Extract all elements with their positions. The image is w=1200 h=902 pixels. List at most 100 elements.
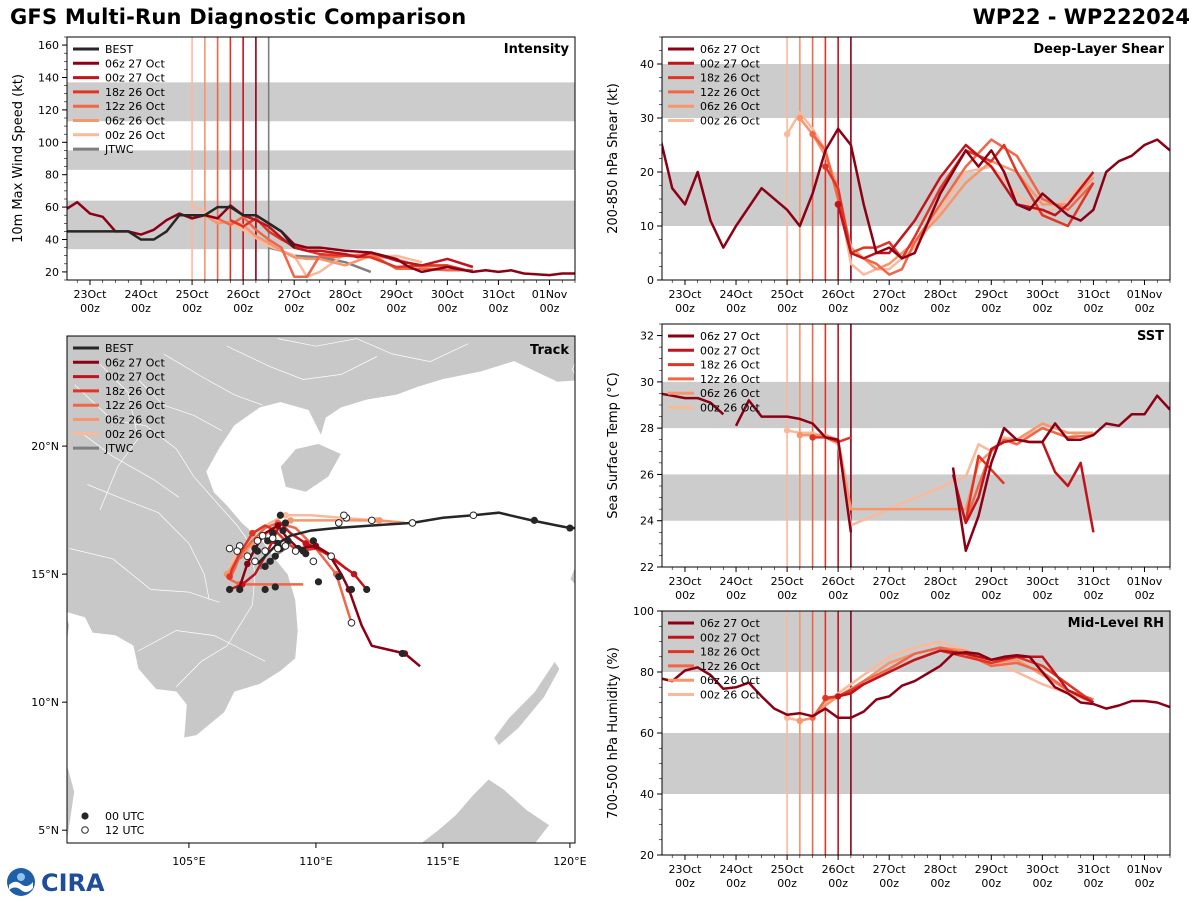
- sst-ytick-label: 26: [640, 468, 654, 481]
- intensity-xtick-label: 01Nov: [532, 288, 568, 301]
- shear-series-00z-27-Oct: [836, 143, 1095, 260]
- marker-00utc: [566, 524, 574, 532]
- malay-peninsula-shape: [67, 615, 76, 843]
- sst-xtick-label: 25Oct: [771, 575, 805, 588]
- sst-ytick-label: 30: [640, 376, 654, 389]
- sst-ytick-label: 22: [640, 561, 654, 574]
- shear-legend-label: 06z 27 Oct: [700, 43, 760, 56]
- intensity-ytick-label: 20: [45, 266, 59, 279]
- marker-00utc: [225, 585, 234, 594]
- intensity-legend-label: JTWC: [104, 143, 134, 156]
- shear-series-06z-27-Oct: [662, 127, 1170, 260]
- sst-xtick-sublabel: 00z: [726, 589, 746, 602]
- shear-xtick-label: 26Oct: [822, 288, 856, 301]
- intensity-band: [67, 82, 575, 122]
- sst-ytick-label: 24: [640, 515, 654, 528]
- marker-12utc: [253, 537, 262, 545]
- rh-xtick-sublabel: 00z: [930, 877, 950, 890]
- shear-xtick-label: 30Oct: [1026, 288, 1060, 301]
- rh-xtick-label: 24Oct: [720, 863, 754, 876]
- intensity-ytick-label: 80: [45, 169, 59, 182]
- shear-init-marker: [796, 114, 804, 122]
- rh-ytick-label: 80: [640, 666, 654, 679]
- rh-legend-label: 00z 26 Oct: [700, 689, 760, 702]
- marker-12utc: [347, 618, 356, 627]
- sst-series-06z-27-Oct: [662, 392, 725, 416]
- sst-xtick-sublabel: 00z: [777, 589, 797, 602]
- marker-12utc: [340, 511, 348, 520]
- rh-ytick-label: 60: [640, 727, 654, 740]
- track-xtick-label: 115°E: [426, 855, 459, 868]
- marker-12utc: [251, 557, 259, 566]
- marker-12utc: [281, 542, 290, 550]
- intensity-ytick-label: 40: [45, 234, 59, 247]
- track-map-area: [67, 336, 575, 843]
- sst-xtick-sublabel: 00z: [828, 589, 848, 602]
- track-ytick-label: 5°N: [38, 824, 59, 837]
- shear-legend-label: 00z 27 Oct: [700, 57, 760, 70]
- rh-series-06z-27-Oct: [662, 650, 1170, 720]
- sst-panel: 22242628303223Oct00z24Oct00z25Oct00z26Oc…: [606, 323, 1171, 602]
- marker-00utc: [363, 585, 371, 594]
- track-legend-label: 00z 27 Oct: [105, 371, 165, 384]
- rh-xtick-label: 23Oct: [668, 863, 702, 876]
- intensity-band: [67, 150, 575, 170]
- shear-xtick-sublabel: 00z: [777, 302, 797, 315]
- shear-xtick-sublabel: 00z: [1032, 302, 1052, 315]
- track-ytick-label: 10°N: [31, 696, 59, 709]
- palawan-shape: [493, 660, 561, 747]
- rh-xtick-label: 30Oct: [1026, 863, 1060, 876]
- sst-ytick-label: 28: [640, 422, 654, 435]
- marker-00utc: [398, 649, 406, 658]
- sst-xtick-label: 24Oct: [720, 575, 754, 588]
- shear-legend-label: 18z 26 Oct: [700, 72, 760, 85]
- rh-band: [662, 611, 1170, 672]
- sst-xtick-sublabel: 00z: [879, 589, 899, 602]
- marker-00utc: [271, 583, 279, 591]
- rh-init-marker: [822, 694, 829, 702]
- track-legend-label: 06z 27 Oct: [105, 356, 165, 369]
- rh-panel: 2040608010023Oct00z24Oct00z25Oct00z26Oct…: [606, 605, 1171, 890]
- sst-xtick-sublabel: 00z: [675, 589, 695, 602]
- sst-xtick-label: 23Oct: [668, 575, 702, 588]
- sst-xtick-sublabel: 00z: [1084, 589, 1104, 602]
- sst-xtick-sublabel: 00z: [981, 589, 1001, 602]
- shear-xtick-label: 23Oct: [668, 288, 702, 301]
- shear-xtick-sublabel: 00z: [675, 302, 695, 315]
- intensity-xtick-label: 23Oct: [73, 288, 107, 301]
- shear-init-marker: [783, 131, 791, 138]
- shear-panel-label: Deep-Layer Shear: [1033, 42, 1164, 57]
- track-point-marker: [282, 511, 289, 519]
- rh-legend-label: 00z 27 Oct: [700, 631, 760, 644]
- marker-12utc: [274, 544, 282, 553]
- taiwan-shape: [572, 361, 575, 376]
- rh-xtick-label: 29Oct: [975, 863, 1009, 876]
- figure-title: GFS Multi-Run Diagnostic Comparison: [10, 5, 467, 29]
- province-border-line: [137, 379, 223, 432]
- shear-xtick-label: 29Oct: [975, 288, 1009, 301]
- track-xtick-label: 120°E: [553, 855, 586, 868]
- noaa-logo-icon: [7, 868, 35, 896]
- rh-init-marker: [796, 717, 804, 724]
- rh-ytick-label: 20: [640, 849, 654, 862]
- sst-xtick-label: 29Oct: [975, 575, 1009, 588]
- marker-12utc: [368, 516, 376, 525]
- marker-00utc: [530, 516, 538, 524]
- shear-ytick-label: 10: [640, 220, 654, 233]
- marker-00utc: [276, 511, 284, 519]
- sst-legend-label: 06z 26 Oct: [700, 387, 760, 400]
- sst-ylabel: Sea Surface Temp (°C): [606, 372, 621, 519]
- intensity-xtick-label: 24Oct: [125, 288, 159, 301]
- intensity-ytick-label: 120: [38, 104, 59, 117]
- province-border-line: [99, 363, 139, 511]
- intensity-xtick-sublabel: 00z: [233, 302, 253, 315]
- sst-init-marker: [796, 431, 804, 439]
- rh-series-00z-27-Oct: [837, 649, 1094, 704]
- intensity-plot-area: [67, 37, 575, 280]
- sst-xtick-label: 27Oct: [873, 575, 907, 588]
- intensity-xtick-label: 25Oct: [176, 288, 210, 301]
